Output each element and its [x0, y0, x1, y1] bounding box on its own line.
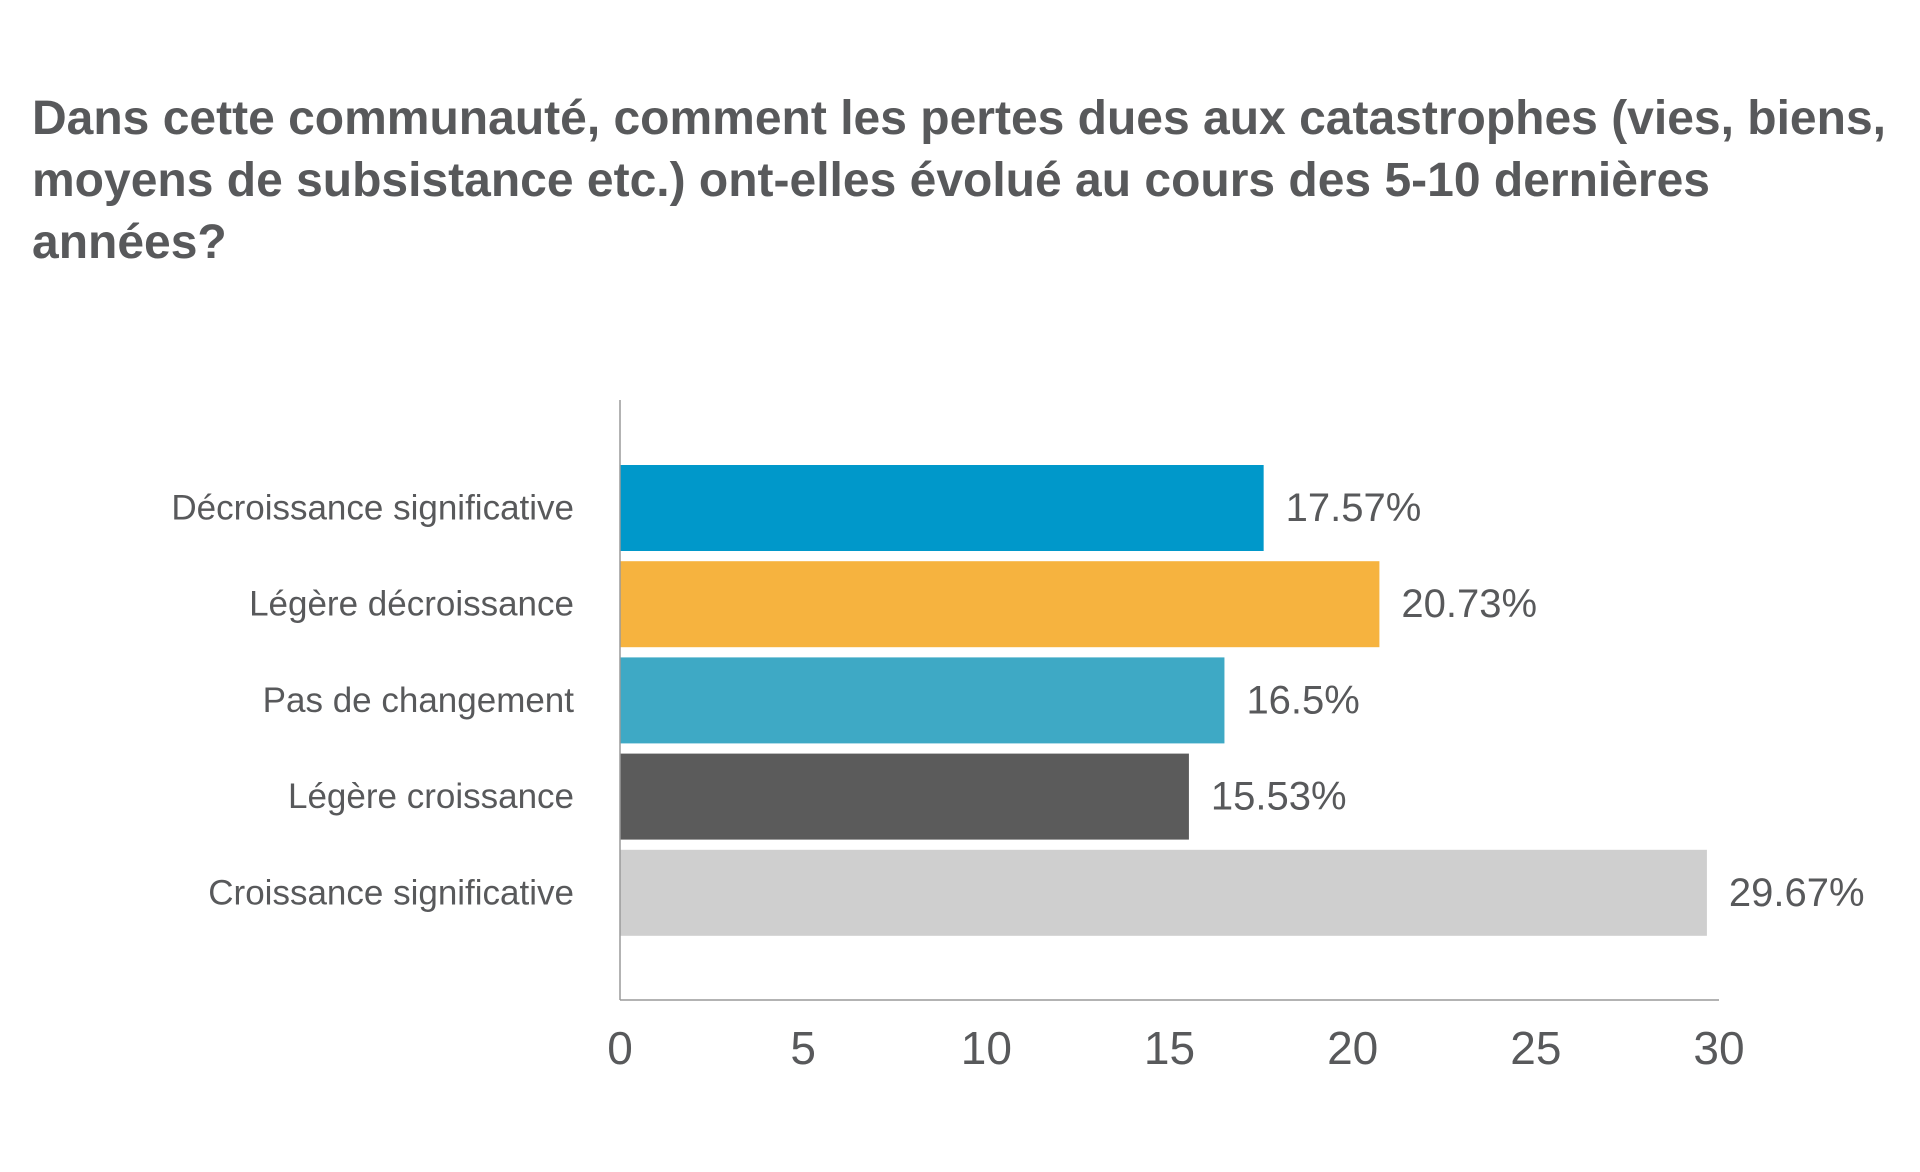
x-tick-label-20: 20 — [1327, 1022, 1378, 1074]
data-label-pas-de-changement: 16.5% — [1246, 678, 1359, 722]
data-label-legere-croissance: 15.53% — [1211, 775, 1347, 819]
category-label-croissance-significative: Croissance significative — [208, 873, 574, 912]
category-label-pas-de-changement: Pas de changement — [263, 681, 575, 720]
x-tick-label-0: 0 — [607, 1022, 633, 1074]
category-label-legere-croissance: Légère croissance — [288, 777, 574, 816]
bar-decroissance-significative — [620, 465, 1264, 551]
x-tick-label-25: 25 — [1510, 1022, 1561, 1074]
category-label-decroissance-significative: Décroissance significative — [171, 489, 574, 528]
bars-layer — [620, 465, 1707, 936]
data-label-legere-decroissance: 20.73% — [1401, 582, 1537, 626]
category-label-legere-decroissance: Légère décroissance — [249, 585, 574, 624]
bar-croissance-significative — [620, 849, 1707, 936]
x-tick-label-5: 5 — [790, 1022, 816, 1074]
bar-pas-de-changement — [620, 657, 1225, 744]
x-tick-label-30: 30 — [1693, 1022, 1744, 1074]
chart-title: Dans cette communauté, comment les perte… — [32, 92, 1886, 269]
axes-layer — [619, 400, 1719, 1001]
x-tick-label-15: 15 — [1144, 1022, 1195, 1074]
bar-legere-croissance — [620, 753, 1189, 840]
labels-layer: Décroissance significative 17.57% Légère d… — [171, 486, 1864, 1074]
data-label-decroissance-significative: 17.57% — [1286, 486, 1422, 530]
bar-legere-decroissance — [620, 561, 1380, 648]
data-label-croissance-significative: 29.67% — [1729, 871, 1865, 915]
x-tick-label-10: 10 — [961, 1022, 1012, 1074]
